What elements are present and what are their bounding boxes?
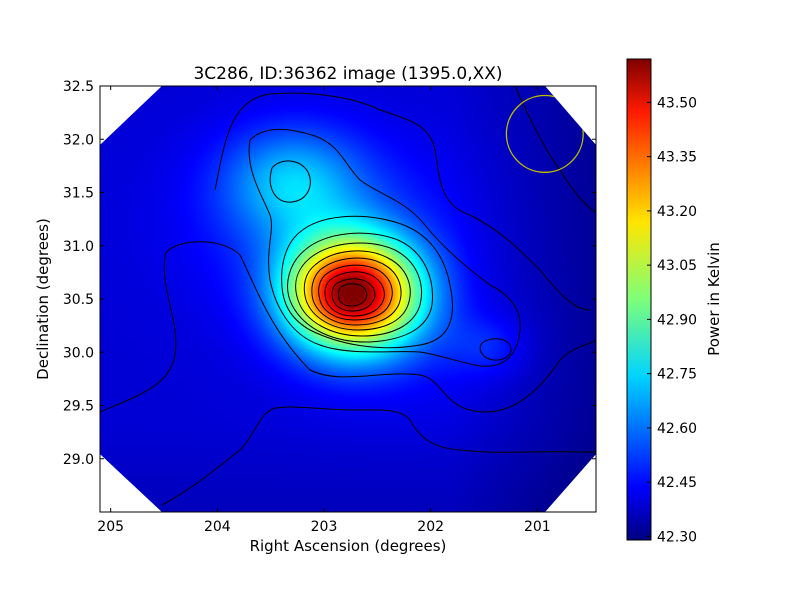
x-tick-label: 203 [311, 519, 338, 535]
contour-lines [100, 86, 596, 506]
contour-2 [214, 92, 591, 311]
y-axis-ticks: 29.0 29.5 30.0 30.5 31.0 31.5 32.0 32.5 [63, 79, 596, 468]
contour-12 [337, 283, 368, 307]
y-tick-label: 30.0 [63, 345, 94, 361]
y-tick-label: 30.5 [63, 292, 94, 308]
colorbar-tick-label: 43.50 [657, 95, 697, 111]
x-axis-label: Right Ascension (degrees) [250, 537, 447, 555]
contour-blob-1 [269, 160, 311, 203]
contour-8 [311, 257, 402, 326]
colorbar-label: Power in Kelvin [705, 242, 723, 356]
y-tick-label: 32.5 [63, 79, 94, 95]
y-axis-label: Declination (degrees) [34, 218, 52, 380]
colorbar: 42.30 42.45 42.60 42.75 42.90 43.05 43.20 43.35… [626, 58, 723, 545]
colorbar-tick-label: 42.45 [657, 475, 697, 491]
colorbar-tick-label: 43.05 [657, 258, 697, 274]
colorbar-tick-label: 42.30 [657, 529, 697, 545]
y-tick-label: 32.0 [63, 132, 94, 148]
colorbar-tick-label: 43.35 [657, 150, 697, 166]
x-axis-ticks: 205 204 203 202 201 [97, 86, 551, 535]
x-tick-label: 205 [97, 519, 124, 535]
colorbar-tick-label: 42.60 [657, 421, 697, 437]
colorbar-tick-label: 42.75 [657, 367, 697, 383]
heatmap-area [100, 86, 596, 512]
chart-title: 3C286, ID:36362 image (1395.0,XX) [193, 64, 502, 84]
colorbar-tick-label: 42.90 [657, 312, 697, 328]
colorbar-gradient [626, 58, 652, 541]
contour-5 [287, 232, 434, 343]
beam-circle [505, 94, 584, 173]
contour-6 [295, 242, 423, 337]
contour-lower [161, 406, 596, 506]
x-tick-label: 201 [524, 519, 551, 535]
x-tick-label: 202 [417, 519, 444, 535]
x-tick-label: 204 [204, 519, 231, 535]
contour-9 [318, 264, 393, 321]
contour-10 [324, 271, 385, 317]
colorbar-ticks: 42.30 42.45 42.60 42.75 42.90 43.05 43.20 43.35… [647, 95, 697, 545]
contour-edge [514, 86, 596, 213]
heatmap-image [100, 86, 596, 512]
y-tick-label: 29.0 [63, 452, 94, 468]
contour-4 [281, 215, 453, 349]
contour-7 [303, 250, 411, 331]
y-tick-label: 31.5 [63, 186, 94, 202]
contour-blob-2 [479, 338, 512, 361]
y-tick-label: 29.5 [63, 399, 94, 415]
y-tick-label: 31.0 [63, 239, 94, 255]
contour-outer [100, 241, 596, 413]
contour-3 [248, 128, 521, 367]
colorbar-tick-label: 43.20 [657, 204, 697, 220]
contour-11 [331, 278, 376, 312]
